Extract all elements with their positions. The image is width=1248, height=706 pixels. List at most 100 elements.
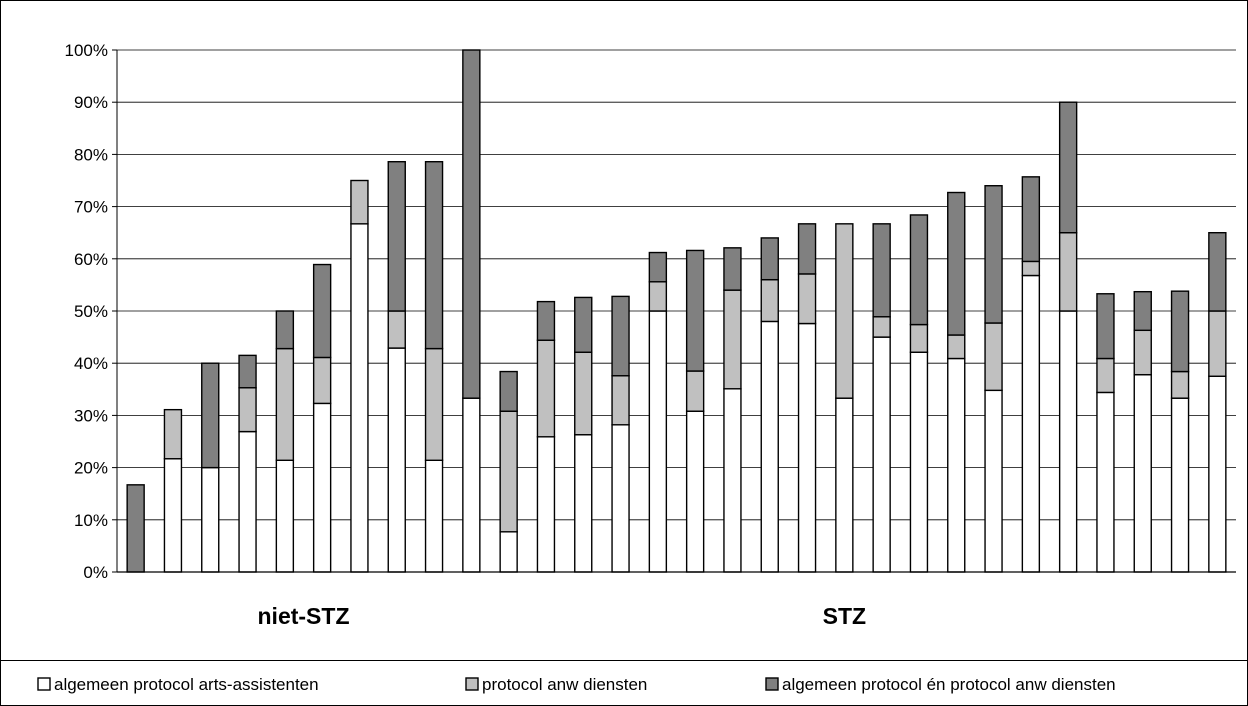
legend-label: algemeen protocol arts-assistenten bbox=[54, 675, 319, 694]
bar-segment bbox=[1208, 310, 1227, 377]
legend-label: protocol anw diensten bbox=[482, 675, 647, 694]
bar-segment bbox=[424, 347, 444, 461]
bar-segment bbox=[760, 237, 779, 281]
bar-segment bbox=[947, 357, 966, 573]
bar-segment bbox=[909, 323, 929, 353]
bar-segment bbox=[1208, 231, 1227, 312]
bar-segment bbox=[1208, 375, 1227, 573]
bar-segment bbox=[1170, 397, 1190, 573]
y-tick-label: 100% bbox=[65, 41, 108, 60]
bar-segment bbox=[201, 362, 220, 469]
bar-segment bbox=[984, 322, 1003, 392]
bar-segment bbox=[574, 434, 593, 573]
bar-segment bbox=[275, 459, 295, 573]
y-tick-label: 30% bbox=[74, 406, 108, 425]
bar-segment bbox=[201, 466, 220, 573]
bar-segment bbox=[723, 247, 742, 291]
bar-segment bbox=[909, 214, 929, 326]
group-labels: niet-STZSTZUMC bbox=[258, 603, 867, 629]
bar-segment bbox=[238, 354, 257, 389]
bars bbox=[126, 49, 1227, 573]
bar-segment bbox=[574, 351, 593, 436]
bar-segment bbox=[984, 389, 1003, 573]
y-tick-label: 70% bbox=[74, 198, 108, 217]
y-tick-label: 80% bbox=[74, 145, 108, 164]
bar-segment bbox=[275, 347, 295, 461]
y-tick-label: 60% bbox=[74, 250, 108, 269]
bar-segment bbox=[350, 223, 369, 573]
bar-segment bbox=[163, 408, 183, 460]
bar-segment bbox=[536, 436, 556, 573]
bar-segment bbox=[947, 334, 966, 360]
y-tick-label: 50% bbox=[74, 302, 108, 321]
bar-segment bbox=[797, 223, 817, 275]
bar-segment bbox=[312, 402, 332, 573]
y-tick-label: 40% bbox=[74, 354, 108, 373]
gridlines bbox=[117, 49, 1236, 521]
legend-label: algemeen protocol én protocol anw dienst… bbox=[782, 675, 1116, 694]
y-tick-label: 90% bbox=[74, 93, 108, 112]
bar-segment bbox=[462, 49, 481, 399]
bar-segment bbox=[387, 161, 406, 312]
bar-segment bbox=[387, 310, 406, 349]
group-label: niet-STZ bbox=[258, 603, 350, 629]
bar-segment bbox=[574, 296, 593, 353]
y-tick-label: 0% bbox=[83, 563, 108, 582]
y-tick-label: 10% bbox=[74, 511, 108, 530]
bar-segment bbox=[984, 185, 1003, 324]
bar-segment bbox=[312, 356, 332, 405]
bar-segment bbox=[163, 458, 183, 573]
bar-segment bbox=[1096, 357, 1115, 394]
bar-segment bbox=[835, 223, 854, 399]
legend-swatch bbox=[765, 677, 779, 691]
bar-segment bbox=[1170, 290, 1190, 373]
bar-segment bbox=[909, 351, 929, 573]
bar-segment bbox=[499, 531, 518, 573]
bar-segment bbox=[536, 300, 556, 341]
bar-segment bbox=[611, 424, 630, 573]
bar-segment bbox=[760, 278, 779, 323]
bar-segment bbox=[797, 273, 817, 325]
bar-segment bbox=[275, 310, 295, 350]
bar-segment bbox=[387, 347, 406, 573]
bar-segment bbox=[350, 179, 369, 225]
legend-swatch bbox=[37, 677, 51, 691]
legend-swatch bbox=[465, 677, 479, 691]
bar-segment bbox=[536, 339, 556, 438]
bar-segment bbox=[648, 310, 668, 573]
bar-segment bbox=[1170, 370, 1190, 399]
bar-segment bbox=[1021, 176, 1041, 263]
bar-segment bbox=[1058, 101, 1078, 234]
bar-segment bbox=[238, 430, 257, 573]
bar-segment bbox=[1058, 310, 1078, 573]
bar-segment bbox=[1021, 274, 1041, 573]
bar-segment bbox=[872, 316, 891, 338]
bar-segment bbox=[126, 484, 145, 573]
bar-segment bbox=[685, 370, 705, 412]
bar-segment bbox=[1058, 231, 1078, 312]
bar-segment bbox=[648, 251, 668, 283]
bar-segment bbox=[1096, 391, 1115, 573]
bar-segment bbox=[723, 388, 742, 573]
group-label: STZ bbox=[823, 603, 866, 629]
legend: algemeen protocol arts-assistenten protoc… bbox=[37, 675, 1116, 694]
bar-segment bbox=[872, 336, 891, 573]
bar-segment bbox=[1021, 260, 1041, 277]
bar-segment bbox=[797, 322, 817, 573]
bar-segment bbox=[835, 397, 854, 573]
bar-segment bbox=[499, 410, 518, 533]
bar-segment bbox=[685, 249, 705, 372]
bar-segment bbox=[685, 410, 705, 573]
bar-segment bbox=[1133, 373, 1152, 573]
bar-segment bbox=[611, 375, 630, 426]
bar-segment bbox=[499, 370, 518, 412]
bar-segment bbox=[723, 289, 742, 390]
bar-segment bbox=[872, 223, 891, 318]
bar-segment bbox=[1133, 290, 1152, 332]
bar-segment bbox=[424, 161, 444, 350]
bar-segment bbox=[1096, 293, 1115, 360]
bar-segment bbox=[947, 191, 966, 336]
bar-segment bbox=[312, 263, 332, 359]
bar-segment bbox=[424, 459, 444, 573]
